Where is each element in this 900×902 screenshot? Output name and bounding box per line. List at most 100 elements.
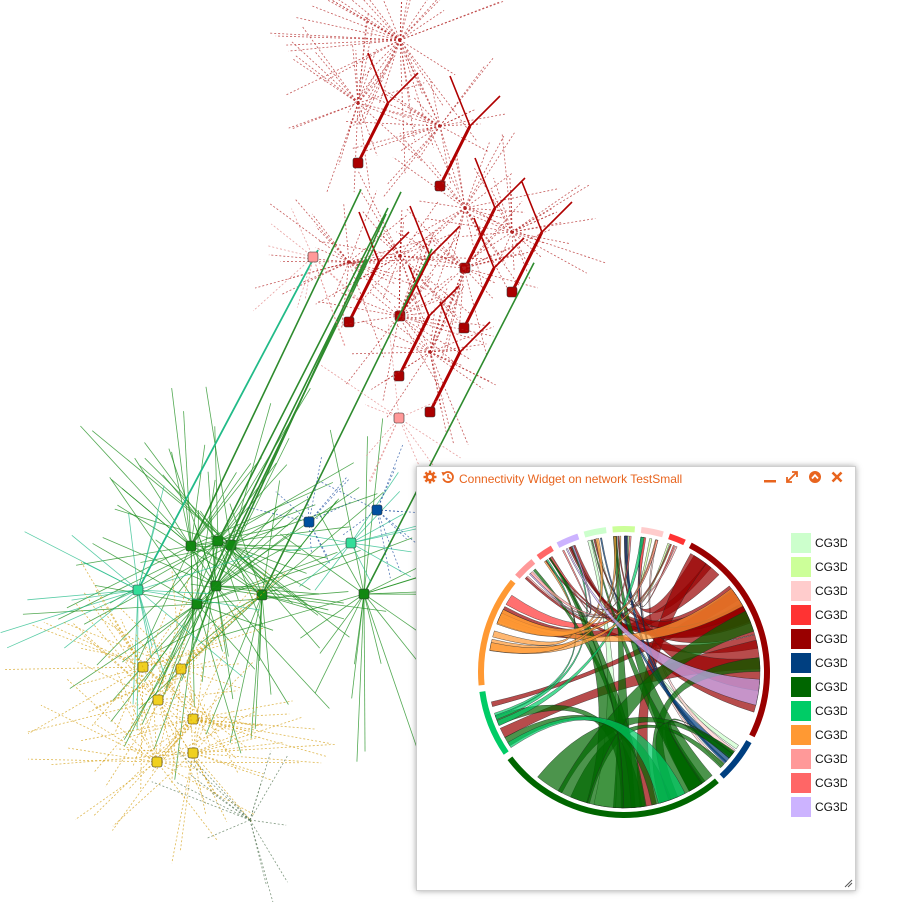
legend-item[interactable]: CG3D	[789, 773, 853, 797]
neuron-soma[interactable]	[358, 588, 370, 600]
red-cells	[255, 0, 607, 446]
neuron-soma[interactable]	[506, 286, 518, 298]
legend-item[interactable]: CG3D	[789, 629, 853, 653]
resize-handle-icon[interactable]	[843, 878, 853, 888]
legend: CG3D CG3D CG3D CG3D CG3D CG3D CG3D CG3D CG3D CG3D…	[789, 533, 853, 821]
chord-ribbon[interactable]	[494, 559, 577, 717]
legend-label: CG3D	[815, 608, 847, 622]
maximize-icon[interactable]	[785, 470, 799, 484]
chord-ribbon[interactable]	[529, 545, 592, 617]
legend-label: CG3D	[815, 560, 847, 574]
neuron-soma[interactable]	[424, 406, 436, 418]
legend-item[interactable]: CG3D	[789, 701, 853, 725]
neuron-soma[interactable]	[393, 412, 405, 424]
chord-diagram[interactable]	[477, 507, 777, 837]
chord-ribbons	[489, 535, 761, 809]
legend-swatch	[791, 725, 811, 745]
legend-item[interactable]: CG3D	[789, 653, 853, 677]
legend-label: CG3D	[815, 800, 847, 814]
chord-group-arc[interactable]	[583, 527, 607, 538]
chord-group-arc[interactable]	[556, 533, 580, 548]
legend-label: CG3D	[815, 776, 847, 790]
history-icon[interactable]	[441, 470, 455, 484]
chord-group-arc[interactable]	[640, 527, 664, 538]
neuron-soma[interactable]	[458, 322, 470, 334]
close-icon[interactable]	[830, 470, 844, 484]
neuron-soma[interactable]	[343, 316, 355, 328]
chord-group-arc[interactable]	[479, 691, 509, 755]
chord-group-arc[interactable]	[612, 526, 636, 533]
chord-ribbon[interactable]	[565, 548, 761, 706]
legend-swatch	[791, 653, 811, 673]
legend-swatch	[791, 677, 811, 697]
neuron-soma[interactable]	[175, 663, 187, 675]
chord-ribbon[interactable]	[550, 549, 592, 614]
legend-swatch	[791, 701, 811, 721]
neuron-soma[interactable]	[152, 694, 164, 706]
neuron-soma[interactable]	[371, 504, 383, 516]
legend-swatch	[791, 773, 811, 793]
legend-label: CG3D	[815, 584, 847, 598]
collapse-up-icon[interactable]	[808, 470, 822, 484]
chord-group-arc[interactable]	[719, 740, 752, 779]
neuron-soma[interactable]	[307, 251, 319, 263]
legend-item[interactable]: CG3D	[789, 605, 853, 629]
legend-swatch	[791, 629, 811, 649]
yellow-cells	[3, 559, 336, 902]
neuron-soma[interactable]	[132, 584, 144, 596]
neuron-soma[interactable]	[434, 180, 446, 192]
neuron-soma[interactable]	[256, 589, 268, 601]
neuron-soma[interactable]	[151, 756, 163, 768]
connectivity-widget[interactable]: Connectivity Widget on network TestSmall…	[416, 466, 856, 891]
legend-item[interactable]: CG3D	[789, 797, 853, 821]
neuron-soma[interactable]	[352, 157, 364, 169]
chord-group-arc[interactable]	[536, 545, 554, 560]
legend-item[interactable]: CG3D	[789, 725, 853, 749]
neuron-soma[interactable]	[303, 516, 315, 528]
legend-label: CG3D	[815, 704, 847, 718]
chord-group-arc[interactable]	[515, 559, 536, 579]
chord-ribbon[interactable]	[494, 545, 588, 720]
minimize-icon[interactable]	[763, 470, 777, 484]
legend-item[interactable]: CG3D	[789, 557, 853, 581]
chord-ribbon[interactable]	[507, 716, 686, 804]
chord-group-arc[interactable]	[688, 542, 770, 738]
legend-swatch	[791, 797, 811, 817]
legend-item[interactable]: CG3D	[789, 581, 853, 605]
legend-label: CG3D	[815, 752, 847, 766]
chord-ribbon[interactable]	[526, 545, 678, 619]
widget-header[interactable]: Connectivity Widget on network TestSmall	[417, 467, 855, 491]
gear-icon[interactable]	[423, 470, 437, 484]
chord-ribbon[interactable]	[492, 560, 576, 646]
legend-label: CG3D	[815, 680, 847, 694]
chord-ribbon[interactable]	[489, 543, 672, 654]
widget-title: Connectivity Widget on network TestSmall	[459, 472, 683, 486]
chord-group-arc[interactable]	[507, 756, 719, 818]
legend-label: CG3D	[815, 728, 847, 742]
neuron-soma[interactable]	[393, 370, 405, 382]
neuron-soma[interactable]	[187, 747, 199, 759]
chord-ribbon[interactable]	[557, 610, 755, 804]
legend-item[interactable]: CG3D	[789, 749, 853, 773]
chord-ribbon[interactable]	[496, 536, 645, 727]
legend-swatch	[791, 605, 811, 625]
green-cells	[0, 189, 535, 780]
legend-swatch	[791, 533, 811, 553]
legend-swatch	[791, 749, 811, 769]
legend-item[interactable]: CG3D	[789, 677, 853, 701]
chord-ribbon[interactable]	[549, 535, 632, 611]
legend-swatch	[791, 557, 811, 577]
legend-label: CG3D	[815, 632, 847, 646]
neuron-soma[interactable]	[191, 598, 203, 610]
legend-label: CG3D	[815, 656, 847, 670]
chord-ribbon[interactable]	[529, 539, 659, 616]
legend-swatch	[791, 581, 811, 601]
chord-group-arc[interactable]	[478, 579, 516, 686]
chord-group-arc[interactable]	[668, 533, 686, 546]
neuron-soma[interactable]	[187, 713, 199, 725]
legend-item[interactable]: CG3D	[789, 533, 853, 557]
chord-ribbon[interactable]	[496, 535, 617, 637]
chord-ribbon[interactable]	[489, 535, 622, 654]
neuron-soma[interactable]	[345, 537, 357, 549]
